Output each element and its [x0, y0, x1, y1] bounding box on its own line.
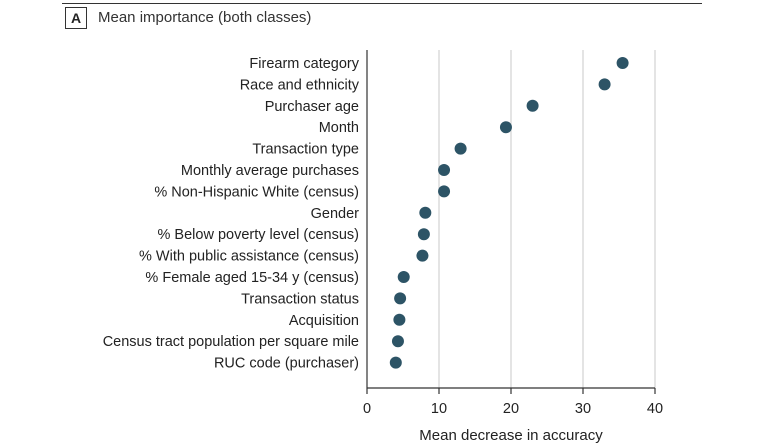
- data-point: [417, 228, 430, 241]
- x-axis: 0 10 20 30 40: [363, 50, 663, 417]
- data-point: [454, 142, 467, 155]
- category-label: % Non-Hispanic White (census): [154, 184, 359, 200]
- grid-lines: [438, 50, 656, 388]
- category-label: Gender: [311, 206, 360, 222]
- category-label: Firearm category: [249, 56, 359, 72]
- category-label: Monthly average purchases: [181, 163, 359, 179]
- data-point: [438, 164, 451, 176]
- data-point: [393, 313, 406, 326]
- category-label: % Female aged 15-34 y (census): [145, 270, 359, 286]
- x-axis-title: Mean decrease in accuracy: [419, 427, 603, 444]
- data-point: [616, 57, 629, 69]
- category-label: Race and ethnicity: [240, 77, 360, 93]
- category-label: RUC code (purchaser): [214, 356, 359, 372]
- category-label: Transaction status: [241, 291, 359, 307]
- data-points: [389, 57, 629, 369]
- data-point: [499, 121, 512, 134]
- category-label: Purchaser age: [265, 99, 359, 115]
- data-point: [397, 271, 410, 283]
- x-tick-label: 20: [503, 401, 519, 417]
- data-point: [438, 185, 451, 198]
- data-point: [419, 206, 432, 219]
- data-point: [416, 249, 429, 262]
- panel-top-rule: [62, 3, 702, 4]
- data-point: [394, 292, 407, 305]
- category-label: % With public assistance (census): [139, 249, 359, 265]
- category-label: Month: [319, 120, 359, 136]
- x-tick-label: 30: [575, 401, 591, 417]
- panel-title: Mean importance (both classes): [98, 9, 312, 26]
- panel-badge: A: [65, 7, 87, 29]
- data-point: [526, 99, 539, 112]
- category-labels: Firearm category Race and ethnicity Purcha…: [103, 56, 360, 372]
- x-tick-label: 10: [431, 401, 447, 417]
- x-tick-label: 0: [363, 401, 371, 417]
- category-label: % Below poverty level (census): [158, 227, 359, 243]
- category-label: Transaction type: [252, 142, 359, 158]
- x-tick-label: 40: [647, 401, 663, 417]
- data-point: [391, 335, 404, 348]
- data-point: [389, 356, 402, 369]
- data-point: [598, 78, 611, 91]
- category-label: Census tract population per square mile: [103, 334, 359, 350]
- category-label: Acquisition: [289, 313, 359, 329]
